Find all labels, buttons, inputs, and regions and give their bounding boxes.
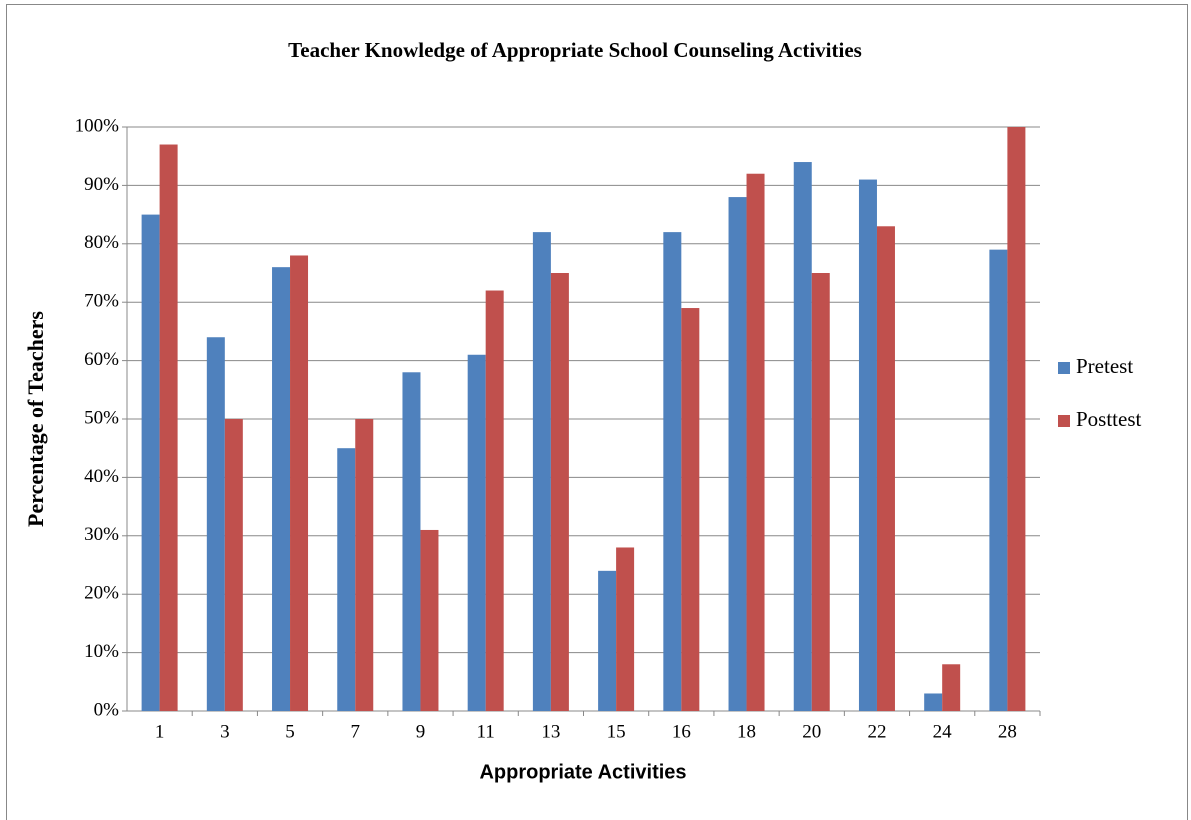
y-tick-label: 60% — [84, 349, 119, 370]
bar — [876, 226, 895, 711]
x-tick-label: 5 — [285, 721, 295, 742]
bar — [272, 267, 291, 711]
bar — [811, 273, 830, 711]
bar — [924, 693, 943, 711]
y-tick-label: 0% — [94, 699, 120, 720]
bar — [532, 232, 551, 711]
bar — [1007, 127, 1026, 711]
x-tick-label: 18 — [737, 721, 756, 742]
y-tick-label: 50% — [84, 407, 119, 428]
bar — [793, 162, 812, 712]
x-tick-label: 3 — [220, 721, 230, 742]
x-tick-label: 13 — [541, 721, 560, 742]
bar — [485, 290, 504, 711]
x-axis-label: Appropriate Activities — [479, 761, 686, 783]
bar — [420, 529, 439, 711]
y-tick-label: 90% — [84, 174, 119, 195]
bar — [728, 197, 747, 711]
y-tick-label: 40% — [84, 466, 119, 487]
x-tick-label: 9 — [416, 721, 426, 742]
y-tick-label: 20% — [84, 583, 119, 604]
bar — [467, 354, 486, 711]
y-tick-label: 80% — [84, 232, 119, 253]
bar — [224, 419, 243, 711]
chart-frame — [6, 4, 1188, 820]
x-tick-label: 16 — [672, 721, 691, 742]
y-axis-label: Percentage of Teachers — [23, 311, 48, 527]
legend-label: Posttest — [1076, 407, 1142, 431]
bar — [989, 249, 1008, 711]
x-tick-label: 24 — [933, 721, 953, 742]
x-tick-label: 1 — [155, 721, 165, 742]
bar — [616, 547, 635, 711]
bar — [141, 214, 160, 711]
bar — [337, 448, 356, 711]
legend-swatch — [1058, 415, 1070, 427]
y-tick-label: 10% — [84, 641, 119, 662]
legend-swatch — [1058, 362, 1070, 374]
bar — [159, 144, 178, 711]
bar — [663, 232, 682, 711]
y-tick-label: 100% — [75, 115, 120, 136]
x-tick-label: 11 — [477, 721, 495, 742]
bar — [681, 308, 700, 711]
bar — [402, 372, 421, 711]
bar — [598, 570, 617, 711]
bar — [355, 419, 374, 711]
bar — [206, 337, 225, 711]
bar — [746, 173, 765, 712]
x-tick-label: 7 — [351, 721, 361, 742]
x-tick-label: 22 — [867, 721, 886, 742]
x-tick-label: 28 — [998, 721, 1017, 742]
x-tick-label: 15 — [607, 721, 626, 742]
bar — [290, 255, 309, 712]
bar — [942, 664, 961, 711]
bar — [550, 273, 569, 711]
y-tick-label: 30% — [84, 524, 119, 545]
y-tick-label: 70% — [84, 291, 119, 312]
x-tick-label: 20 — [802, 721, 821, 742]
chart-title: Teacher Knowledge of Appropriate School … — [288, 38, 862, 62]
legend-label: Pretest — [1076, 354, 1133, 378]
bar — [858, 179, 877, 711]
